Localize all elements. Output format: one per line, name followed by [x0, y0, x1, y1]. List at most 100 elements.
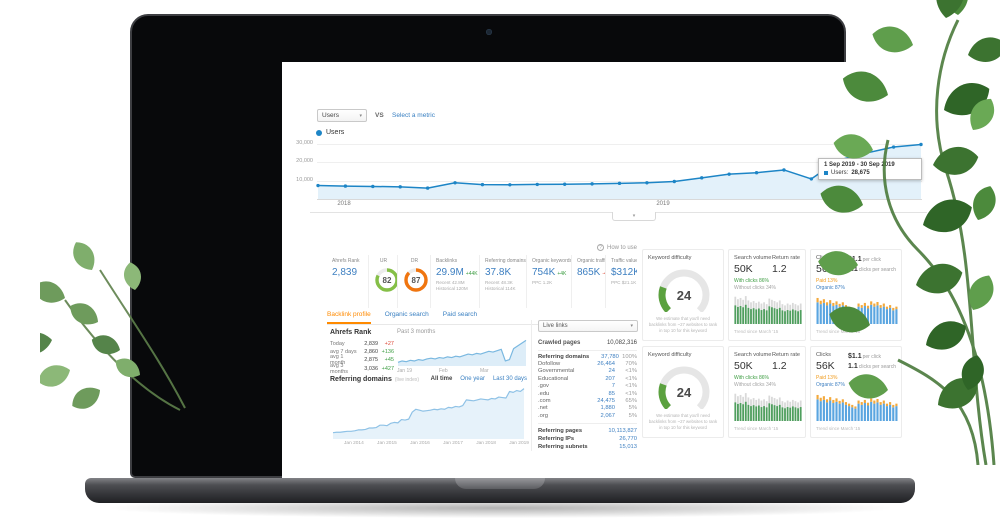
organic-traffic-value[interactable]: 865K-4K	[577, 267, 605, 278]
return-rate-value: 1.2	[772, 360, 787, 372]
row-value[interactable]: 37,780	[601, 353, 619, 360]
legend-dot-icon	[316, 129, 322, 136]
links-breakdown-panel: Live links ▾ Crawled pages 10,082,316 Re…	[531, 320, 638, 452]
rank-row-label: avg 7 days	[330, 349, 357, 356]
search-volume-trend-chart	[734, 296, 802, 324]
tooltip-metric-value: 28,675	[851, 170, 870, 176]
x-tick-label: 2018	[337, 201, 351, 207]
gridline	[317, 144, 922, 145]
clicks-trend-chart	[816, 394, 898, 421]
x-tick-label: Jan 2017	[443, 441, 463, 446]
table-row: .edu 85 <1%	[538, 390, 637, 397]
paid-share-label: Paid 13%	[816, 375, 838, 381]
row-value[interactable]: 24	[608, 368, 615, 375]
filter-last-30-days[interactable]: Last 30 days	[492, 376, 527, 382]
tabs-row: Backlink profile Organic search Paid searc…	[327, 311, 637, 325]
filter-one-year[interactable]: One year	[460, 376, 485, 382]
tab-backlink-profile[interactable]: Backlink profile	[327, 311, 371, 324]
traffic-value-value[interactable]: $312K	[611, 267, 637, 278]
webcam-icon	[486, 29, 492, 35]
cost-per-click: $1.1per click	[848, 353, 881, 360]
row-value[interactable]: 1,880	[600, 405, 615, 412]
x-tick-label: Jan 2015	[377, 441, 397, 446]
gridline	[317, 162, 922, 163]
x-tick-label: Jan 2016	[410, 441, 430, 446]
x-axis-labels: Jan 2014 Jan 2015 Jan 2016 Jan 2017 Jan 2018…	[344, 441, 529, 446]
referring-domains-value[interactable]: 37.8K	[485, 267, 512, 278]
rank-row-label: avg 1 month	[330, 354, 346, 367]
keyword-cards-row: Keyword difficulty 24 We estimate that y…	[642, 346, 902, 438]
row-value[interactable]: 85	[608, 390, 615, 397]
keyword-difficulty-gauge: 24	[658, 366, 710, 409]
laptop-notch	[455, 478, 545, 489]
row-value[interactable]: 2,067	[600, 412, 615, 419]
select-metric-link[interactable]: Select a metric	[392, 112, 435, 119]
with-clicks-label: With clicks 86%	[734, 278, 770, 284]
tab-organic-search[interactable]: Organic search	[384, 311, 429, 318]
row-label: .org	[538, 412, 548, 419]
row-percent: <1%	[625, 390, 637, 397]
vs-label: VS	[375, 112, 384, 119]
row-label: Educational	[538, 375, 569, 382]
referring-domains-title: Referring domains (live index)	[330, 376, 420, 383]
table-row: .org 2,067 5%	[538, 412, 637, 419]
row-percent: 70%	[625, 361, 637, 368]
keyword-difficulty-gauge: 24	[658, 269, 710, 312]
filter-all-time[interactable]: All time	[430, 376, 453, 382]
how-to-use-link[interactable]: ? How to use	[577, 244, 637, 251]
row-value[interactable]: 26,464	[597, 361, 615, 368]
rank-stat-row: avg 3 months 3,036 +427	[330, 362, 394, 375]
x-axis-line	[317, 199, 922, 200]
row-label: .com	[538, 398, 551, 405]
row-value[interactable]: 24,475	[597, 398, 615, 405]
live-links-select[interactable]: Live links ▾	[538, 320, 638, 332]
keyword-difficulty-card: Keyword difficulty 24 We estimate that y…	[642, 346, 724, 438]
stat-backlinks: Backlinks 29.9M +44K Recent 42.8M Histori…	[431, 255, 480, 308]
row-value[interactable]: 26,770	[619, 435, 637, 442]
row-value[interactable]: 7	[611, 383, 615, 390]
metric-select-value: Users	[322, 112, 339, 119]
legend-square-icon	[824, 171, 828, 175]
laptop-bezel: Users ▾ VS Select a metric Users 30,000 …	[130, 14, 960, 482]
x-tick-label: Jan 19	[397, 368, 413, 374]
ahrefs-rank-value[interactable]: 2,839	[332, 267, 358, 278]
totals-row: Referring pages 10,113,827	[538, 427, 637, 435]
tab-paid-search[interactable]: Paid search	[442, 311, 478, 318]
stat-dr: DR 87	[398, 255, 431, 308]
clicks-card: Clicks 56K $1.1per click 1.1clicks per s…	[810, 346, 902, 438]
row-value[interactable]: 15,013	[619, 443, 637, 450]
x-tick-label: Jan 2019	[509, 441, 529, 446]
y-tick-label: 30,000	[296, 140, 313, 146]
referring-domains-table: Referring domains 37,780 100% Dofollow 26,46…	[538, 353, 637, 420]
backlinks-value[interactable]: 29.9M +44K	[436, 267, 478, 278]
stat-ahrefs-rank: Ahrefs Rank 2,839	[327, 255, 369, 308]
stat-ur: UR 82	[369, 255, 398, 308]
how-to-use-label: How to use	[606, 244, 637, 251]
organic-keywords-value[interactable]: 754K +4K	[532, 267, 567, 278]
stat-referring-domains: Referring domains 37.8K Recent 48.3K His…	[480, 255, 527, 308]
chart-collapse-toggle[interactable]: ▾	[612, 212, 656, 221]
card-title: Keyword difficulty	[648, 352, 692, 358]
metric-select[interactable]: Users ▾	[317, 109, 367, 122]
stat-organic-traffic: Organic traffic 865K-4K	[572, 255, 606, 308]
rank-stat-row: avg 7 days 2,860 +136	[330, 348, 394, 356]
rank-row-label: avg 3 months	[330, 362, 349, 375]
row-percent: 65%	[625, 398, 637, 405]
table-row: .net 1,880 5%	[538, 405, 637, 412]
search-volume-trend-chart	[734, 393, 802, 421]
row-label: Dofollow	[538, 361, 561, 368]
totals-row: Referring subnets 15,013	[538, 443, 637, 451]
row-label: Referring pages	[538, 427, 583, 434]
row-value[interactable]: 207	[605, 375, 615, 382]
row-value[interactable]: 10,113,827	[608, 427, 637, 434]
return-rate-title: Return rate	[772, 255, 800, 261]
svg-text:82: 82	[383, 276, 392, 285]
cost-per-click: $1.1per click	[848, 256, 881, 263]
return-rate-title: Return rate	[772, 352, 800, 358]
dr-donut-chart: 87	[404, 268, 428, 292]
row-label: Referring subnets	[538, 443, 588, 450]
rank-trend-chart	[397, 339, 527, 366]
table-row: Dofollow 26,464 70%	[538, 360, 637, 367]
row-percent: <1%	[625, 383, 637, 390]
ur-donut-chart: 82	[375, 268, 397, 292]
